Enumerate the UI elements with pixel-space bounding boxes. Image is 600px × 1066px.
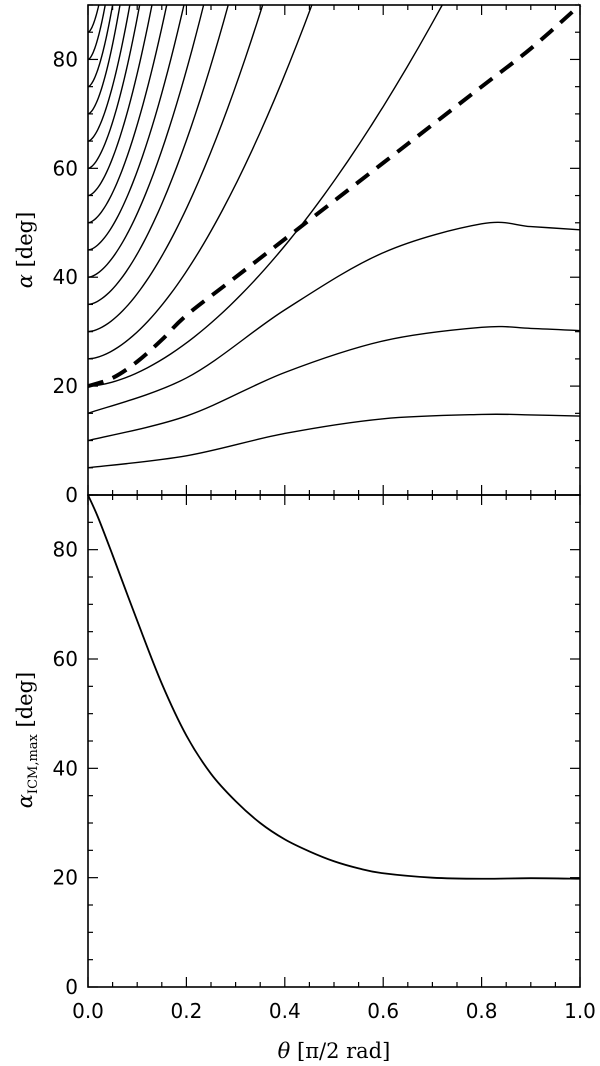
top-curves bbox=[87, 4, 581, 469]
top-series-line bbox=[87, 4, 131, 142]
bottom-ytick-labels: 0 20 40 60 80 bbox=[53, 538, 78, 999]
top-y-axis-label: α [deg] bbox=[13, 212, 37, 289]
top-series-line bbox=[87, 4, 106, 61]
y-tick-label: 60 bbox=[53, 156, 78, 180]
x-tick-label: 1.0 bbox=[564, 999, 596, 1023]
x-tick-label: 0.0 bbox=[72, 999, 104, 1023]
y-tick-label: 80 bbox=[53, 47, 78, 71]
bottom-y-axis-label: αICM,max [deg] bbox=[13, 672, 41, 809]
top-series-line bbox=[87, 4, 264, 333]
top-series-line bbox=[87, 4, 100, 33]
y-tick-label: 40 bbox=[53, 756, 78, 780]
y-tick-label: 40 bbox=[53, 265, 78, 289]
top-series-line bbox=[87, 4, 313, 360]
top-ytick-labels: 0 20 40 60 80 bbox=[53, 47, 78, 507]
x-tick-label: 0.6 bbox=[367, 999, 399, 1023]
y-tick-label: 0 bbox=[65, 483, 78, 507]
y-tick-label: 20 bbox=[53, 866, 78, 890]
x-tick-label: 0.2 bbox=[170, 999, 202, 1023]
top-series-line bbox=[87, 221, 581, 414]
x-axis-label: θ [π/2 rad] bbox=[278, 1039, 391, 1063]
x-tick-label: 0.4 bbox=[269, 999, 301, 1023]
top-panel: 0 20 40 60 80 α [deg] bbox=[13, 3, 582, 507]
top-series-line bbox=[87, 413, 581, 469]
top-ticks bbox=[87, 4, 581, 496]
bottom-plot-frame bbox=[87, 494, 581, 988]
top-series-line bbox=[87, 325, 581, 442]
top-series-line bbox=[87, 4, 121, 115]
y-tick-label: 60 bbox=[53, 647, 78, 671]
top-series-line bbox=[87, 4, 114, 88]
top-series-line bbox=[87, 4, 229, 306]
top-series-line bbox=[87, 4, 141, 170]
top-series-line bbox=[87, 4, 443, 387]
x-tick-label: 0.8 bbox=[466, 999, 498, 1023]
top-plot-frame bbox=[87, 4, 581, 496]
bottom-ticks bbox=[87, 494, 581, 988]
top-series-line bbox=[87, 4, 168, 224]
bottom-xtick-labels: 0.0 0.2 0.4 0.6 0.8 1.0 bbox=[72, 999, 596, 1023]
bottom-panel: 0 20 40 60 80 0.0 0.2 0.4 0.6 0.8 1.0 αICM,max [d… bbox=[13, 494, 596, 1063]
y-tick-label: 0 bbox=[65, 975, 78, 999]
top-series-line bbox=[87, 4, 185, 251]
bottom-series-line bbox=[87, 494, 581, 880]
y-tick-label: 20 bbox=[53, 374, 78, 398]
top-series-line bbox=[87, 4, 153, 197]
y-tick-label: 80 bbox=[53, 538, 78, 562]
top-series-line bbox=[87, 4, 205, 278]
top-dashed-series bbox=[87, 3, 582, 389]
